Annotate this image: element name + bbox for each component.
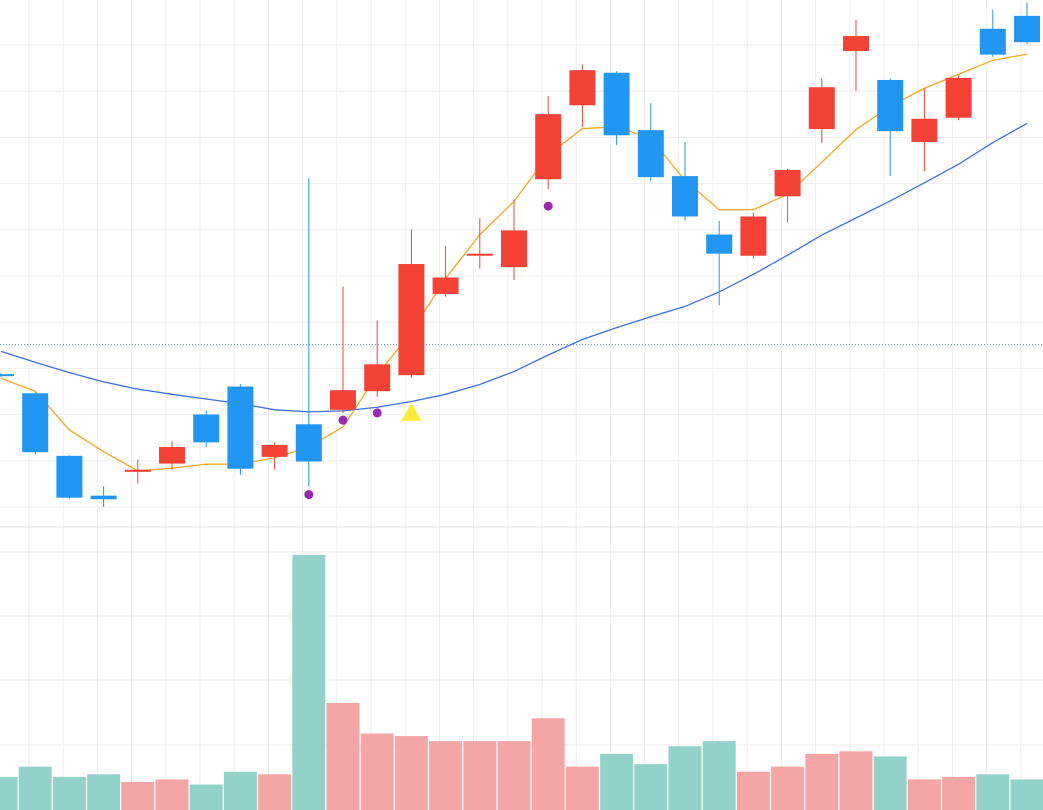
candle-body bbox=[1014, 15, 1040, 43]
volume-bar bbox=[394, 736, 428, 810]
volume-pane bbox=[0, 555, 1043, 810]
candle-body bbox=[159, 447, 185, 464]
candle-body bbox=[672, 176, 698, 217]
candle-body bbox=[56, 455, 83, 498]
candle-body bbox=[466, 253, 493, 256]
candle-body bbox=[90, 495, 117, 500]
candle-body bbox=[877, 79, 904, 132]
candle-body bbox=[22, 393, 49, 453]
candle-body bbox=[261, 444, 288, 457]
candle-body bbox=[295, 424, 322, 462]
volume-bar bbox=[258, 774, 292, 810]
signal-triangle bbox=[401, 402, 422, 421]
volume-bar bbox=[87, 774, 121, 810]
candle-body bbox=[637, 130, 664, 178]
candle-body bbox=[808, 87, 835, 130]
volume-bar bbox=[976, 774, 1010, 810]
volume-bar bbox=[942, 776, 976, 810]
candle-body bbox=[535, 114, 562, 180]
candle-body bbox=[911, 118, 938, 143]
candle-body bbox=[0, 374, 14, 377]
signal-dot bbox=[304, 490, 314, 500]
signal-dot bbox=[543, 201, 553, 211]
candle-body bbox=[501, 230, 527, 268]
volume-bar bbox=[497, 741, 531, 810]
volume-bar bbox=[223, 771, 257, 810]
volume-bar bbox=[600, 753, 634, 810]
volume-bar bbox=[634, 764, 668, 810]
volume-bar bbox=[565, 766, 599, 810]
candle-body bbox=[603, 72, 630, 136]
moving-average-long bbox=[0, 122, 1028, 413]
volume-bar bbox=[771, 766, 805, 810]
volume-bar bbox=[360, 733, 394, 810]
volume-bar bbox=[805, 753, 839, 810]
volume-bar bbox=[429, 741, 463, 810]
candle-body bbox=[364, 364, 391, 392]
candle-body bbox=[945, 77, 972, 118]
volume-bar bbox=[736, 771, 770, 810]
volume-bar bbox=[907, 779, 941, 810]
candle-body bbox=[774, 169, 801, 197]
candle-body bbox=[569, 70, 596, 106]
price-pane bbox=[0, 2, 1043, 508]
candle-body bbox=[193, 414, 220, 443]
volume-bar bbox=[531, 718, 565, 810]
candle-body bbox=[398, 264, 425, 376]
candle-body bbox=[432, 277, 459, 295]
signal-dot bbox=[338, 415, 348, 425]
candle-body bbox=[227, 386, 254, 469]
volume-bar bbox=[873, 756, 907, 810]
volume-bar bbox=[18, 766, 52, 810]
candle-body bbox=[124, 469, 151, 472]
candle-body bbox=[979, 28, 1006, 55]
volume-bar bbox=[668, 746, 702, 810]
volume-bar bbox=[121, 781, 155, 810]
volume-bar bbox=[189, 784, 223, 810]
volume-bar bbox=[702, 741, 736, 810]
volume-bar bbox=[52, 776, 86, 810]
volume-bar bbox=[326, 702, 360, 810]
volume-bar bbox=[463, 741, 497, 810]
candle-body bbox=[706, 234, 733, 254]
volume-bar bbox=[839, 751, 873, 810]
volume-bar bbox=[155, 779, 189, 810]
candle-body bbox=[330, 390, 356, 410]
volume-bar bbox=[0, 776, 18, 810]
signal-dot bbox=[372, 408, 382, 418]
volume-bar bbox=[1010, 779, 1043, 810]
candle-body bbox=[740, 216, 767, 256]
candle-body bbox=[843, 36, 869, 52]
volume-bar bbox=[292, 555, 326, 810]
